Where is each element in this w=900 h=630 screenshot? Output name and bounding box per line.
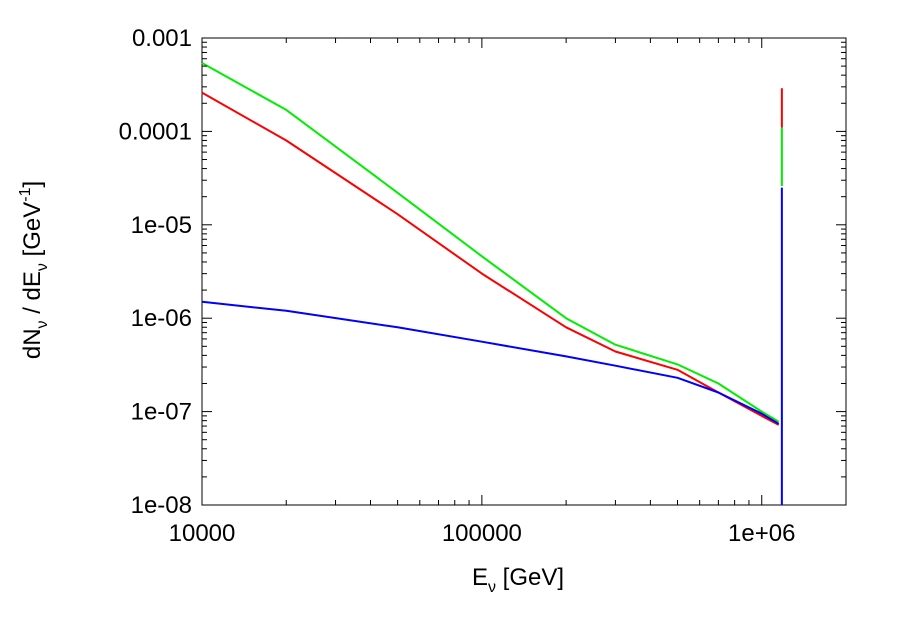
x-axis-title: Eν [GeV] [472,564,564,596]
series-line-2 [201,300,780,425]
y-tick-label: 0.0001 [119,118,192,145]
y-tick-label: 1e-06 [131,305,192,332]
tick-group [201,37,846,506]
y-axis-title: dNν / dEν [GeV-1] [17,181,51,359]
tick-label-group: 10000 100000 1e+06 0.001 0.0001 1e-05 1e-06 1e-… [119,25,796,547]
series-line-0 [201,62,780,423]
x-tick-label: 100000 [442,520,522,547]
plot-frame [201,37,847,506]
y-tick-label: 0.001 [132,25,192,52]
y-tick-label: 1e-05 [131,212,192,239]
y-tick-label: 1e-08 [131,492,192,519]
plot-area [201,37,847,506]
y-tick-label: 1e-07 [131,399,192,426]
x-tick-label: 10000 [169,520,236,547]
series-line-1 [201,91,780,426]
x-tick-label: 1e+06 [728,520,795,547]
series-group [201,62,783,505]
